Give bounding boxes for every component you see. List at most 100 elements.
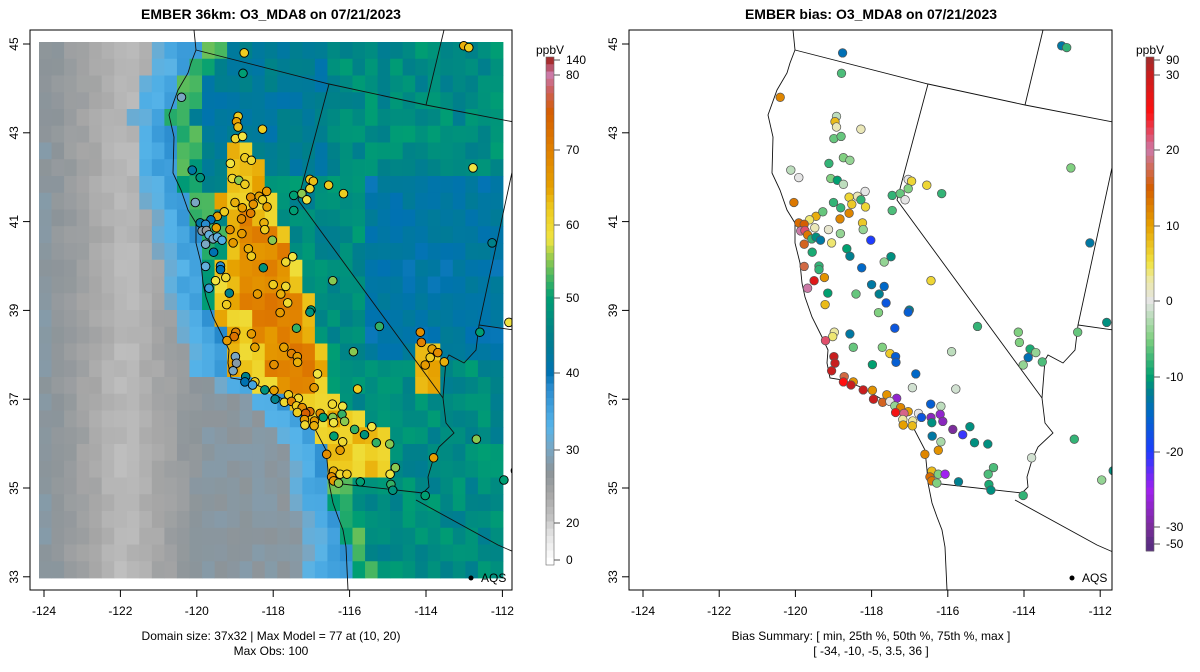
grid-cell <box>189 544 203 562</box>
grid-cell <box>352 360 366 378</box>
grid-cell <box>390 159 404 177</box>
grid-cell <box>314 259 328 277</box>
colorbar-swatch <box>546 477 554 486</box>
grid-cell <box>477 310 491 328</box>
bias-station-point <box>907 383 918 393</box>
grid-cell <box>239 75 253 93</box>
grid-cell <box>365 259 378 277</box>
grid-cell <box>126 92 140 110</box>
grid-cell <box>89 75 103 93</box>
grid-cell <box>477 109 491 127</box>
obs-station-point <box>504 317 512 328</box>
grid-cell <box>51 259 65 277</box>
grid-cell <box>89 125 103 143</box>
bias-station-point <box>866 235 876 245</box>
grid-cell <box>101 310 115 328</box>
grid-cell <box>202 477 215 495</box>
grid-cell <box>76 58 90 76</box>
grid-cell <box>164 494 178 512</box>
grid-cell <box>126 259 140 277</box>
grid-cell <box>64 75 78 93</box>
obs-station-point <box>246 329 257 339</box>
grid-cell <box>227 511 241 529</box>
grid-cell <box>452 410 466 428</box>
colorbar-swatch <box>1146 409 1154 418</box>
grid-cell <box>427 75 441 93</box>
grid-cell <box>176 494 190 512</box>
grid-cell <box>390 410 404 428</box>
colorbar-swatch <box>1146 543 1154 552</box>
grid-cell <box>89 410 103 428</box>
grid-cell <box>89 159 103 177</box>
left-axes: -124 -122 -120 -118 -116 -114 -112 33 35 37 39 41 43… <box>7 37 514 618</box>
grid-cell <box>214 92 228 110</box>
grid-cell <box>402 259 416 277</box>
grid-cell <box>327 159 341 177</box>
grid-cell <box>440 159 454 177</box>
grid-cell <box>289 176 303 194</box>
grid-cell <box>151 460 165 478</box>
obs-station-point <box>464 42 474 53</box>
grid-cell <box>314 109 328 127</box>
grid-cell <box>452 494 466 512</box>
grid-cell <box>415 310 429 328</box>
grid-cell <box>390 310 404 328</box>
grid-cell <box>377 494 391 512</box>
grid-cell <box>490 343 504 361</box>
grid-cell <box>227 310 241 328</box>
grid-cell <box>139 58 153 76</box>
grid-cell <box>490 75 504 93</box>
grid-cell <box>151 377 165 395</box>
x-tick-label: -118 <box>860 604 883 618</box>
colorbar-swatch <box>1146 459 1154 467</box>
grid-cell <box>302 360 316 378</box>
right-panel-title: EMBER bias: O3_MDA8 on 07/21/2023 <box>745 6 997 22</box>
aqs-label: AQS <box>481 571 506 585</box>
grid-cell <box>126 527 140 545</box>
grid-cell <box>126 209 140 227</box>
grid-cell <box>64 58 78 76</box>
grid-cell <box>452 360 466 378</box>
grid-cell <box>377 343 391 361</box>
x-tick-label: -120 <box>783 604 807 618</box>
grid-cell <box>101 494 115 512</box>
bias-station-point <box>907 421 918 431</box>
grid-cell <box>302 527 316 545</box>
grid-cell <box>176 544 190 562</box>
grid-cell <box>214 360 228 378</box>
grid-cell <box>440 527 454 545</box>
grid-cell <box>39 192 52 210</box>
grid-cell <box>415 276 429 294</box>
grid-cell <box>352 42 366 60</box>
grid-cell <box>101 243 115 261</box>
grid-cell <box>39 125 52 143</box>
grid-cell <box>76 377 90 395</box>
grid-cell <box>452 477 466 495</box>
grid-cell <box>51 326 65 344</box>
colorbar-tick-label: 0 <box>1166 294 1173 308</box>
grid-cell <box>415 477 429 495</box>
colorbar-swatch <box>1146 99 1154 107</box>
grid-cell <box>252 75 266 93</box>
bias-station-point <box>836 68 847 78</box>
grid-cell <box>327 243 341 261</box>
bias-station-point <box>932 478 942 488</box>
bias-station-point <box>1037 357 1047 367</box>
obs-station-point <box>439 357 450 367</box>
grid-cell <box>440 477 454 495</box>
grid-cell <box>176 42 190 60</box>
bias-station-point <box>1014 337 1025 348</box>
obs-station-point <box>269 385 279 396</box>
grid-cell <box>490 527 504 545</box>
grid-cell <box>252 410 266 428</box>
grid-cell <box>402 561 416 579</box>
grid-cell <box>89 544 103 562</box>
grid-cell <box>139 142 153 160</box>
grid-cell <box>365 511 378 529</box>
colorbar-swatch <box>546 354 554 363</box>
grid-cell <box>89 293 103 311</box>
grid-cell <box>89 494 103 512</box>
grid-cell <box>402 377 416 395</box>
grid-cell <box>427 360 441 378</box>
bias-station-point <box>1069 434 1079 444</box>
